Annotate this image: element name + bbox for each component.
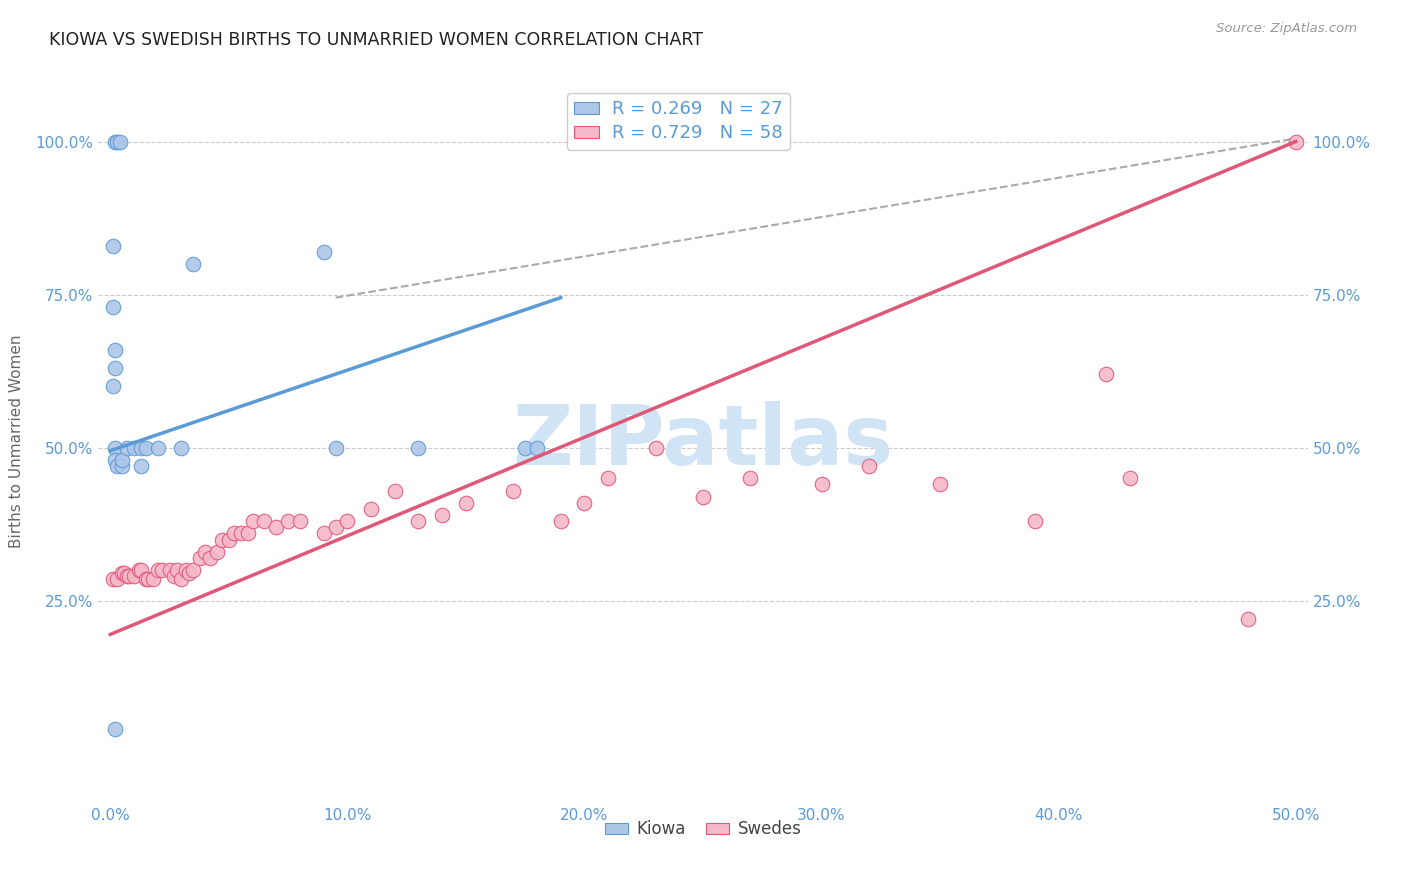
Point (858, 458, 880, 473)
Point (166, 563, 188, 577)
Point (104, 135, 127, 149)
Point (152, 563, 174, 577)
Point (170, 572, 193, 586)
Point (526, 441, 548, 455)
Point (1285, 135, 1308, 149)
Point (550, 514, 572, 528)
Point (229, 526, 252, 541)
Point (105, 458, 128, 473)
Point (163, 569, 186, 583)
Point (104, 361, 127, 376)
Text: Source: ZipAtlas.com: Source: ZipAtlas.com (1216, 22, 1357, 36)
Point (288, 514, 311, 528)
Point (810, 477, 832, 491)
Point (136, 572, 159, 586)
Point (211, 533, 233, 547)
Point (135, 572, 157, 586)
Point (325, 441, 347, 455)
Point (181, 563, 204, 577)
Point (128, 563, 150, 577)
Point (146, 563, 169, 577)
Point (146, 441, 169, 455)
Point (454, 496, 477, 510)
Point (1024, 514, 1046, 528)
Point (174, 563, 197, 577)
Point (104, 723, 127, 737)
Point (104, 343, 127, 357)
Point (129, 441, 152, 455)
Point (181, 257, 204, 271)
Point (111, 453, 134, 467)
Point (114, 566, 136, 581)
Point (408, 441, 430, 455)
Text: KIOWA VS SWEDISH BIRTHS TO UNMARRIED WOMEN CORRELATION CHART: KIOWA VS SWEDISH BIRTHS TO UNMARRIED WOM… (49, 31, 703, 49)
Point (408, 514, 430, 528)
Point (129, 458, 152, 473)
Point (170, 441, 193, 455)
Point (101, 572, 124, 586)
Point (108, 135, 131, 149)
Point (277, 514, 299, 528)
Point (692, 490, 714, 504)
Point (159, 563, 181, 577)
Point (194, 545, 217, 559)
Y-axis label: Births to Unmarried Women: Births to Unmarried Women (10, 334, 24, 549)
Point (115, 441, 138, 455)
Point (222, 526, 245, 541)
Point (312, 526, 335, 541)
Point (101, 238, 124, 252)
Point (101, 379, 124, 393)
Point (105, 572, 128, 586)
Point (264, 520, 287, 534)
Point (198, 550, 221, 565)
Point (242, 514, 264, 528)
Point (432, 508, 454, 522)
Point (129, 563, 152, 577)
Point (135, 441, 157, 455)
Point (236, 526, 259, 541)
Point (111, 458, 134, 473)
Point (360, 502, 382, 516)
Text: ZIPatlas: ZIPatlas (513, 401, 893, 482)
Point (104, 453, 127, 467)
Point (122, 569, 145, 583)
Point (122, 441, 145, 455)
Legend: Kiowa, Swedes: Kiowa, Swedes (598, 814, 808, 845)
Point (253, 514, 276, 528)
Point (190, 550, 212, 565)
Point (515, 441, 537, 455)
Point (574, 496, 596, 510)
Point (104, 441, 127, 455)
Point (118, 569, 141, 583)
Point (1095, 367, 1118, 381)
Point (644, 441, 666, 455)
Point (598, 471, 620, 485)
Point (384, 483, 406, 498)
Point (502, 483, 524, 498)
Point (1237, 612, 1260, 626)
Point (1119, 471, 1142, 485)
Point (929, 477, 952, 491)
Point (111, 566, 134, 581)
Point (740, 471, 762, 485)
Point (312, 244, 335, 259)
Point (105, 135, 128, 149)
Point (336, 514, 359, 528)
Point (177, 566, 200, 581)
Point (218, 533, 240, 547)
Point (115, 569, 138, 583)
Point (205, 545, 228, 559)
Point (101, 300, 124, 314)
Point (142, 572, 165, 586)
Point (325, 520, 347, 534)
